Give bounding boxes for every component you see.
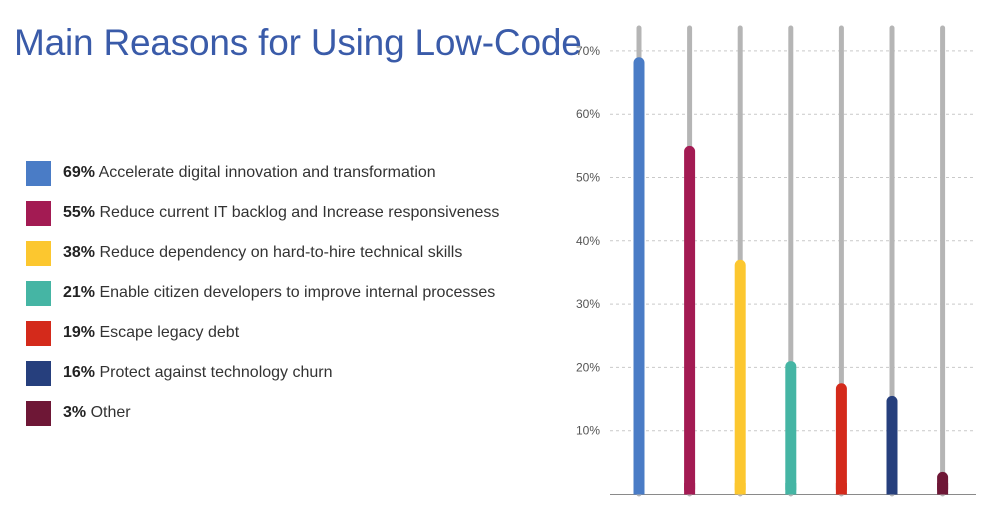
y-tick-label: 10%	[576, 424, 600, 438]
legend-percent: 21%	[63, 284, 96, 301]
legend-swatch	[26, 240, 51, 266]
legend-item: 21% Enable citizen developers to improve…	[26, 280, 566, 306]
legend-label: 69% Accelerate digital innovation and tr…	[63, 164, 436, 182]
legend-label: 38% Reduce dependency on hard-to-hire te…	[63, 244, 462, 262]
legend-item: 55% Reduce current IT backlog and Increa…	[26, 200, 566, 226]
bar-base	[886, 483, 898, 495]
bar-base	[785, 483, 797, 495]
legend-label: 3% Other	[63, 404, 131, 422]
legend-category: Reduce dependency on hard-to-hire techni…	[99, 244, 463, 261]
legend-swatch	[26, 160, 51, 186]
legend-swatch	[26, 400, 51, 426]
legend-category: Accelerate digital innovation and transf…	[98, 164, 436, 181]
bar-chart: 10% 20% 30% 40% 50% 60% 70%	[576, 25, 976, 497]
bar	[835, 383, 847, 495]
bar	[886, 395, 898, 495]
legend-percent: 55%	[63, 204, 96, 221]
chart-title: Main Reasons for Using Low-Code	[14, 22, 582, 63]
legend-category: Enable citizen developers to improve int…	[99, 284, 496, 301]
y-tick-label: 50%	[576, 171, 600, 185]
legend-percent: 38%	[63, 244, 96, 261]
y-tick-label: 70%	[576, 44, 600, 58]
legend-swatch	[26, 280, 51, 306]
legend-label: 16% Protect against technology churn	[63, 364, 333, 382]
bar	[785, 361, 797, 495]
legend-item: 16% Protect against technology churn	[26, 360, 566, 386]
bar	[734, 259, 746, 495]
bar	[684, 145, 696, 495]
legend-percent: 69%	[63, 164, 96, 181]
legend-item: 19% Escape legacy debt	[26, 320, 566, 346]
legend-category: Escape legacy debt	[99, 324, 240, 341]
legend-category: Other	[90, 404, 131, 421]
bar-base	[684, 483, 696, 495]
y-tick-label: 60%	[576, 107, 600, 121]
y-tick-label: 30%	[576, 297, 600, 311]
legend-category: Reduce current IT backlog and Increase r…	[99, 204, 500, 221]
legend-swatch	[26, 360, 51, 386]
legend-label: 19% Escape legacy debt	[63, 324, 239, 342]
bar-base	[633, 483, 645, 495]
legend-label: 55% Reduce current IT backlog and Increa…	[63, 204, 499, 222]
bar	[633, 57, 645, 495]
legend-item: 38% Reduce dependency on hard-to-hire te…	[26, 240, 566, 266]
legend-percent: 19%	[63, 324, 96, 341]
bar-base	[734, 483, 746, 495]
legend-swatch	[26, 320, 51, 346]
legend: 69% Accelerate digital innovation and tr…	[26, 160, 566, 440]
legend-percent: 3%	[63, 404, 87, 421]
bar-base	[835, 483, 847, 495]
legend-item: 69% Accelerate digital innovation and tr…	[26, 160, 566, 186]
legend-swatch	[26, 200, 51, 226]
bar-base	[937, 483, 949, 495]
legend-category: Protect against technology churn	[99, 364, 333, 381]
legend-label: 21% Enable citizen developers to improve…	[63, 284, 495, 302]
legend-percent: 16%	[63, 364, 96, 381]
y-tick-label: 40%	[576, 234, 600, 248]
y-tick-label: 20%	[576, 360, 600, 374]
legend-item: 3% Other	[26, 400, 566, 426]
